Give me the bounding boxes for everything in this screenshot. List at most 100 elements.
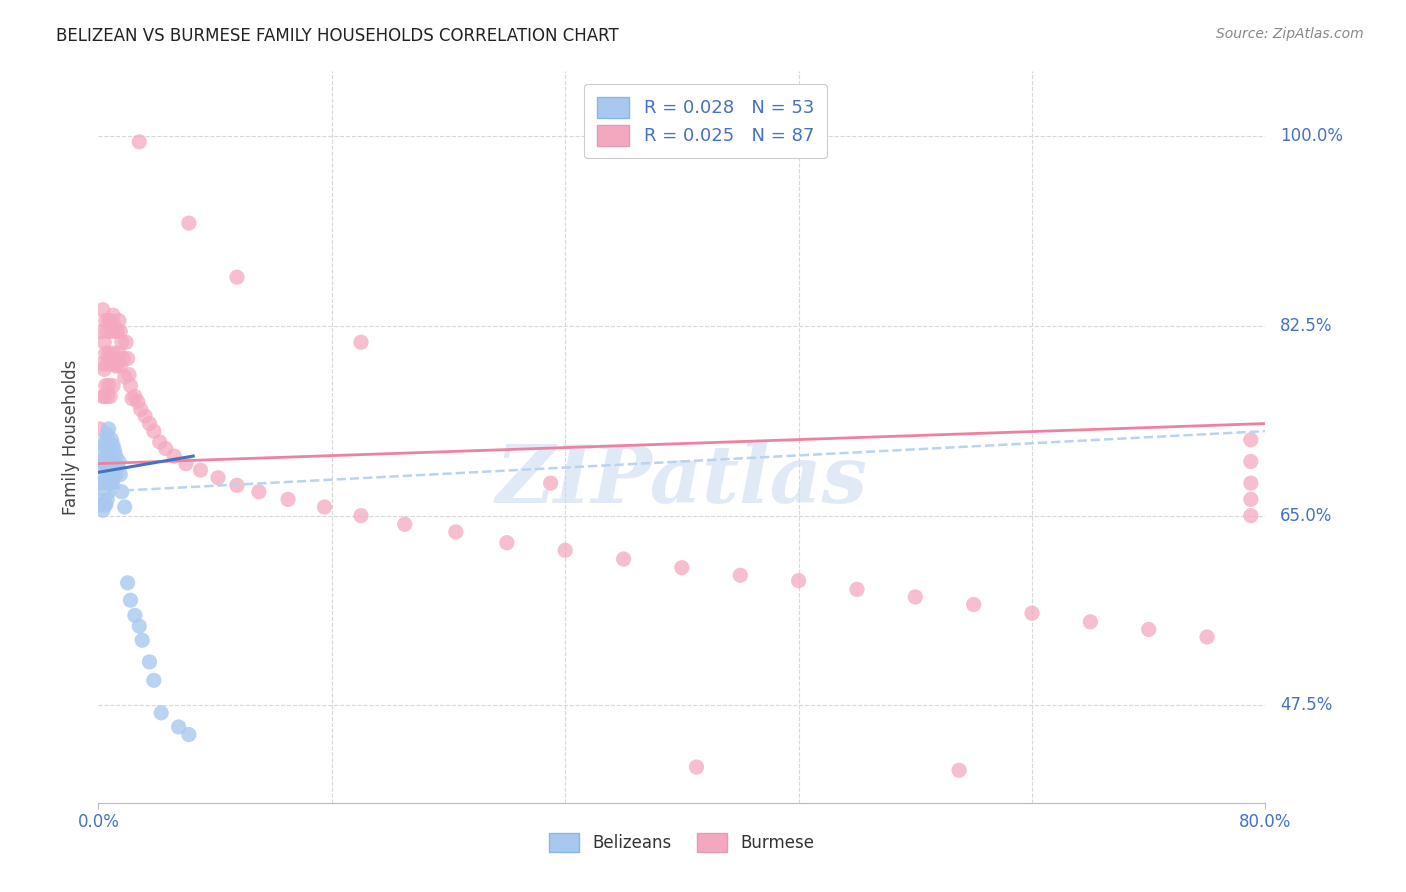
Point [93,457,115,471]
Point [94,346,117,360]
Point [93,438,115,452]
Point [100,357,122,371]
Point [96,449,118,463]
Point [96,471,118,485]
Point [163,449,186,463]
Point [94,498,117,512]
Point [100,474,122,488]
Point [1195,630,1218,644]
Point [117,351,139,366]
Point [1240,433,1263,447]
Point [108,454,131,468]
Point [91,503,114,517]
Point [149,434,172,449]
Point [1137,623,1160,637]
Point [118,368,141,382]
Point [97,484,120,499]
Text: ZIPatlas: ZIPatlas [496,442,868,520]
Point [496,535,519,549]
Point [131,633,153,648]
Point [226,270,249,285]
Point [554,543,576,558]
Point [97,443,120,458]
Point [350,508,373,523]
Point [91,443,114,458]
Point [98,476,121,491]
Point [97,463,120,477]
Point [104,467,127,482]
Point [108,313,131,327]
Point [104,325,127,339]
Point [89,471,111,485]
Point [90,476,112,491]
Point [350,335,373,350]
Point [277,492,299,507]
Point [1080,615,1102,629]
Point [94,378,117,392]
Point [612,552,634,566]
Point [904,590,927,604]
Point [128,619,150,633]
Legend: Belizeans, Burmese: Belizeans, Burmese [541,824,823,860]
Point [100,325,122,339]
Point [114,370,136,384]
Point [129,402,152,417]
Point [94,454,117,468]
Point [93,498,115,512]
Point [112,351,135,366]
Point [105,325,128,339]
Point [90,498,112,512]
Point [98,389,121,403]
Point [98,457,121,471]
Point [90,357,112,371]
Point [101,438,124,452]
Point [787,574,810,588]
Point [96,389,118,403]
Point [89,422,111,436]
Point [167,720,190,734]
Point [685,760,707,774]
Point [104,359,127,373]
Point [90,325,112,339]
Point [1240,508,1263,523]
Point [671,560,693,574]
Point [124,608,146,623]
Point [150,706,173,720]
Point [103,318,125,333]
Point [177,727,200,741]
Point [98,351,121,366]
Point [96,325,118,339]
Point [103,443,125,458]
Point [394,517,416,532]
Point [124,389,146,403]
Point [730,568,752,582]
Point [120,378,142,392]
Point [101,459,124,474]
Text: 47.5%: 47.5% [1279,697,1333,714]
Text: 82.5%: 82.5% [1279,317,1333,335]
Point [103,463,125,477]
Point [97,422,120,436]
Point [94,433,117,447]
Point [127,395,149,409]
Point [247,484,270,499]
Text: 65.0%: 65.0% [1279,507,1333,524]
Point [93,389,115,403]
Point [90,454,112,468]
Point [846,582,869,597]
Point [96,357,118,371]
Point [962,598,984,612]
Point [94,313,117,327]
Point [110,359,132,373]
Point [91,459,114,474]
Point [177,216,200,230]
Point [138,655,160,669]
Point [110,325,132,339]
Point [105,459,128,474]
Point [190,463,212,477]
Point [142,673,165,688]
Text: 100.0%: 100.0% [1279,128,1343,145]
Point [105,357,128,371]
Point [93,335,115,350]
Point [314,500,336,514]
